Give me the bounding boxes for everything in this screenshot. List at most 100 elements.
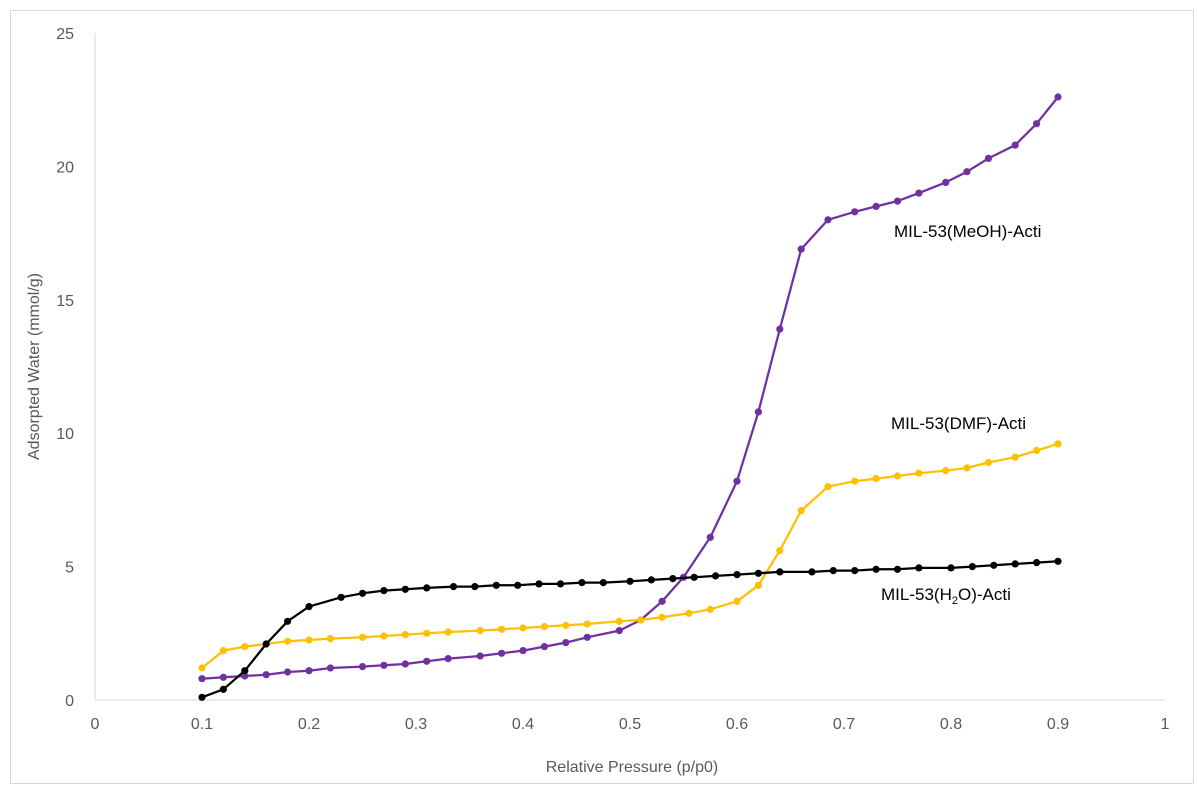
data-point bbox=[556, 580, 565, 588]
x-tick-label: 1 bbox=[1161, 716, 1170, 733]
data-point bbox=[326, 635, 334, 643]
x-axis-title: Relative Pressure (p/p0) bbox=[546, 759, 719, 776]
data-point bbox=[423, 629, 431, 637]
data-point bbox=[514, 581, 522, 589]
data-point bbox=[658, 613, 666, 621]
data-point bbox=[401, 585, 409, 593]
data-point bbox=[947, 564, 955, 572]
data-point bbox=[380, 632, 388, 640]
data-point bbox=[626, 577, 634, 585]
data-point bbox=[380, 661, 388, 669]
data-point bbox=[776, 568, 784, 576]
x-tick-label: 0.4 bbox=[512, 716, 534, 733]
data-point bbox=[776, 325, 784, 333]
data-point bbox=[1054, 557, 1062, 565]
data-point bbox=[444, 628, 452, 636]
chart-frame: 0 0.1 0.2 0.3 0.4 0.5 0.6 0.7 0.8 0.9 1 0 5 10 15 20 25 R… bbox=[10, 10, 1194, 784]
data-point bbox=[824, 216, 832, 224]
data-point bbox=[198, 693, 206, 701]
data-point bbox=[754, 569, 763, 577]
data-point bbox=[808, 568, 816, 576]
data-point bbox=[1033, 120, 1041, 128]
data-point bbox=[797, 507, 805, 515]
data-point bbox=[647, 576, 656, 584]
data-point bbox=[984, 458, 993, 467]
series-label-text: MIL-53(DMF)-Acti bbox=[891, 414, 1026, 433]
data-point bbox=[754, 581, 763, 589]
data-point bbox=[498, 625, 506, 633]
data-point bbox=[444, 655, 452, 663]
data-point bbox=[776, 547, 784, 555]
data-point bbox=[829, 567, 837, 575]
data-point bbox=[305, 603, 313, 611]
data-point bbox=[872, 565, 880, 573]
chart-svg: 0 0.1 0.2 0.3 0.4 0.5 0.6 0.7 0.8 0.9 10510152025R… bbox=[26, 26, 1170, 776]
x-tick-label: 0.9 bbox=[1047, 716, 1069, 733]
series-label-text: O)-Acti bbox=[958, 585, 1011, 604]
data-point bbox=[1054, 93, 1062, 101]
x-tick-label: 0.2 bbox=[298, 716, 320, 733]
data-point bbox=[797, 245, 805, 253]
data-point bbox=[893, 472, 902, 480]
x-tick-label: 0 bbox=[91, 716, 100, 733]
data-point bbox=[498, 649, 506, 657]
data-point bbox=[241, 672, 249, 680]
series-line bbox=[201, 442, 1059, 669]
data-point bbox=[1011, 453, 1019, 461]
data-point bbox=[337, 593, 345, 601]
data-point bbox=[942, 178, 950, 186]
data-point bbox=[449, 583, 458, 591]
x-tick-label: 0.8 bbox=[940, 716, 962, 733]
data-point bbox=[733, 477, 741, 485]
data-point bbox=[198, 664, 206, 672]
x-tick-label: 0.7 bbox=[833, 716, 855, 733]
data-point bbox=[824, 483, 832, 491]
data-point bbox=[685, 609, 693, 617]
data-point bbox=[637, 616, 645, 624]
data-point bbox=[423, 584, 431, 592]
data-point bbox=[733, 597, 741, 605]
series-label-text: MIL-53(H bbox=[881, 585, 952, 604]
data-point bbox=[984, 154, 993, 162]
data-point bbox=[535, 580, 543, 588]
data-point bbox=[423, 657, 431, 665]
labels-layer: MIL-53(MeOH)-Acti MIL-53(DMF)-Acti MIL-53(… bbox=[881, 222, 1041, 607]
data-point bbox=[562, 621, 570, 629]
data-point bbox=[262, 640, 270, 648]
data-point bbox=[669, 575, 677, 583]
data-point bbox=[851, 567, 859, 575]
data-point bbox=[540, 623, 549, 631]
data-point bbox=[401, 631, 409, 639]
series-1 bbox=[198, 440, 1062, 672]
y-tick-label: 15 bbox=[56, 293, 74, 310]
y-tick-label: 0 bbox=[65, 693, 74, 710]
data-point bbox=[284, 668, 292, 676]
data-point bbox=[872, 475, 880, 483]
data-point bbox=[1033, 446, 1041, 455]
data-point bbox=[915, 564, 923, 572]
data-point bbox=[915, 469, 923, 477]
data-point bbox=[326, 664, 334, 672]
y-tick-label: 20 bbox=[56, 159, 74, 176]
series-0 bbox=[198, 93, 1062, 683]
data-point bbox=[219, 673, 227, 681]
data-point bbox=[401, 660, 409, 668]
data-point bbox=[706, 533, 714, 541]
data-point bbox=[540, 643, 549, 651]
data-point bbox=[1011, 141, 1019, 149]
series-label-text: MIL-53(MeOH)-Acti bbox=[894, 222, 1041, 241]
data-point bbox=[893, 565, 902, 573]
data-point bbox=[658, 597, 666, 605]
data-point bbox=[519, 647, 527, 655]
series-label: MIL-53(DMF)-Acti bbox=[891, 414, 1026, 433]
data-point bbox=[615, 617, 623, 625]
data-point bbox=[583, 620, 591, 628]
data-point bbox=[851, 208, 859, 216]
data-point bbox=[963, 168, 971, 176]
data-point bbox=[990, 561, 998, 569]
x-tick-label: 0.1 bbox=[191, 716, 213, 733]
series-2 bbox=[198, 557, 1062, 701]
x-tick-label: 0.3 bbox=[405, 716, 427, 733]
series-line bbox=[201, 96, 1059, 680]
axes-layer: 0 0.1 0.2 0.3 0.4 0.5 0.6 0.7 0.8 0.9 10510152025R… bbox=[26, 26, 1170, 776]
